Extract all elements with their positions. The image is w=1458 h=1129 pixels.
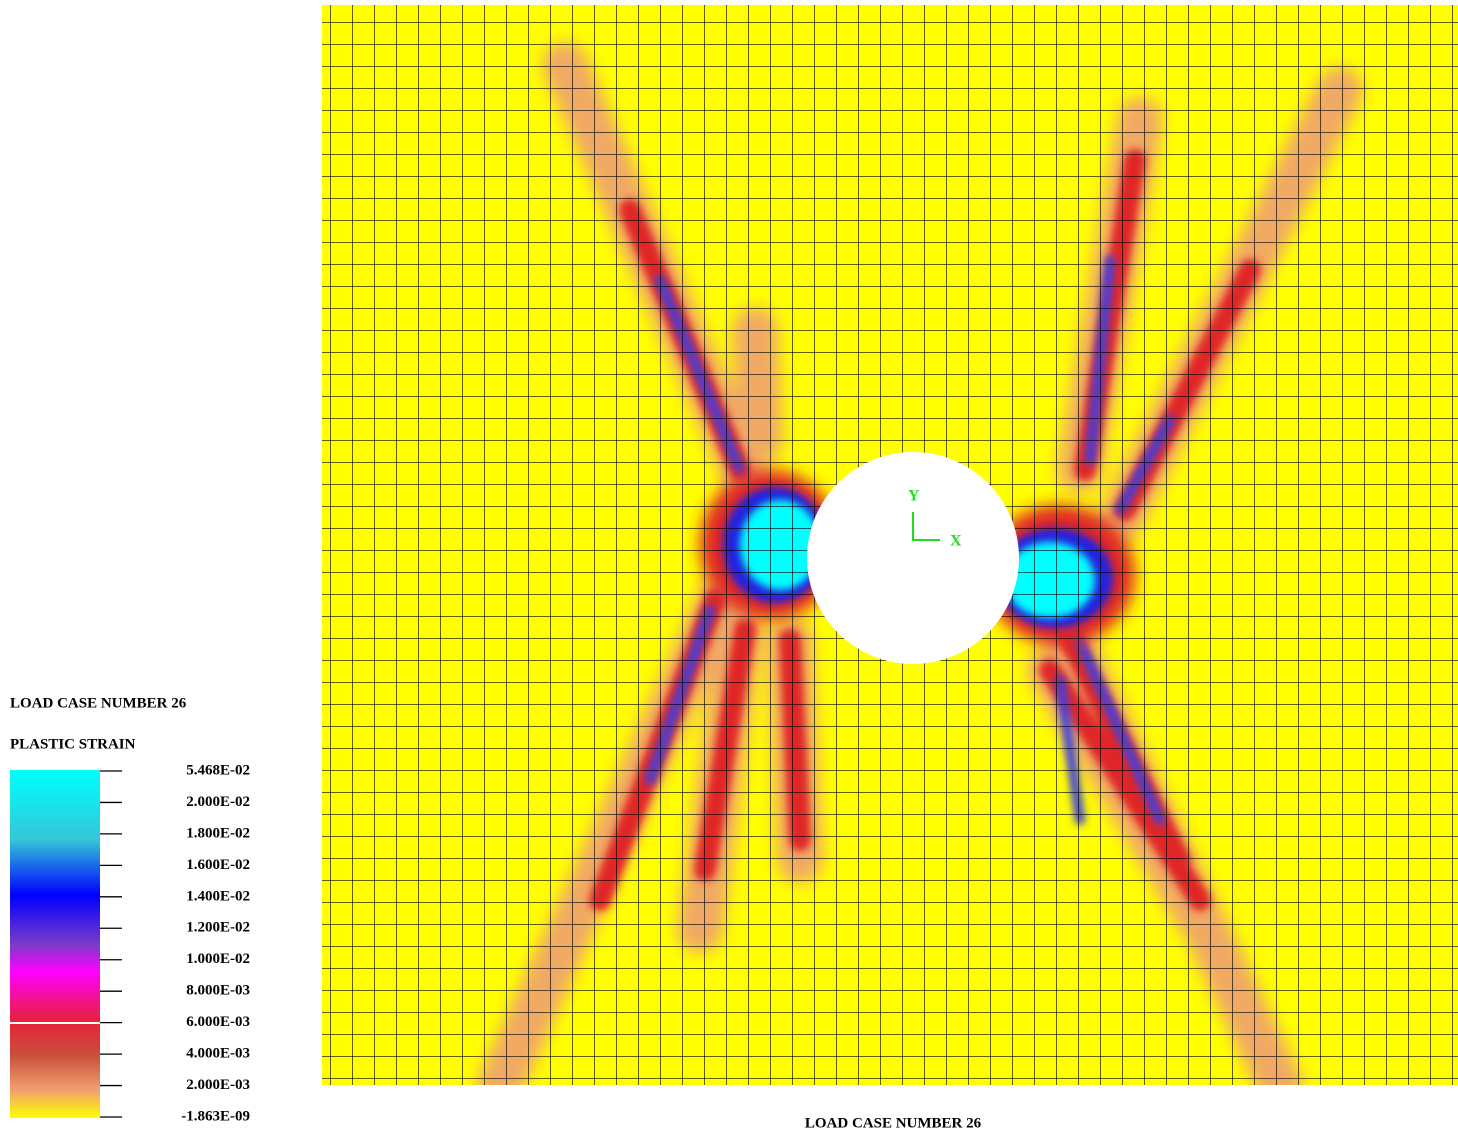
legend-label: 8.000E-03 [186,983,250,999]
legend-label: 4.000E-03 [186,1046,250,1062]
legend-label: 1.600E-02 [186,857,250,873]
legend-label: 2.000E-02 [186,794,250,810]
legend-subtitle: PLASTIC STRAIN [10,736,136,752]
legend-label: -1.863E-09 [181,1108,250,1124]
legend-label: 1.200E-02 [186,920,250,936]
footer: LOAD CASE NUMBER 26 [805,1115,982,1129]
legend-label: 1.400E-02 [186,888,250,904]
triad-y: Y [908,488,920,505]
legend-title: LOAD CASE NUMBER 26 [10,695,187,711]
page: {"legend": {"title": "LOAD CASE NUMBER 2… [0,0,1458,1129]
legend-label: 1.800E-02 [186,825,250,841]
hole [807,452,1019,664]
legend-label: 1.000E-02 [186,951,250,967]
viewport: LOAD CASE NUMBER 26 PLASTIC STRAIN 5.468… [0,0,1458,1129]
legend-label: 6.000E-03 [186,1014,250,1030]
triad-x: X [950,533,962,550]
plot: Y X [322,5,1458,1085]
legend-ticks: 5.468E-02 2.000E-02 1.800E-02 1.600E-02 1.40… [100,762,250,1124]
color-bar [10,770,100,1118]
legend-label: 5.468E-02 [186,762,250,778]
legend-label: 2.000E-03 [186,1077,250,1093]
